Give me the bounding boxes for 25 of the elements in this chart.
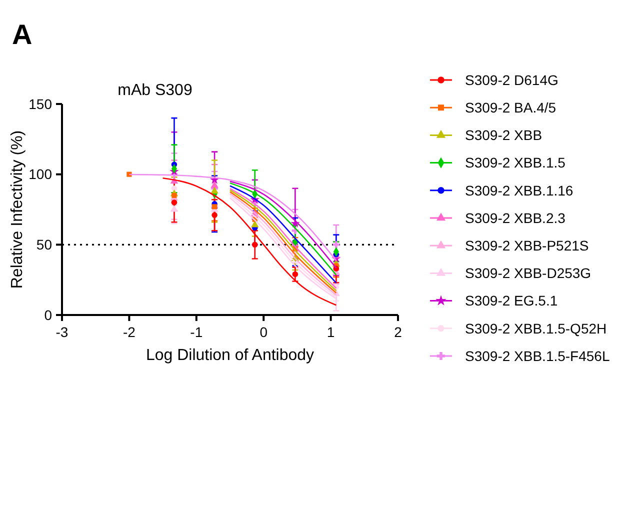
y-tick-label: 100	[28, 166, 52, 182]
y-tick-label: 50	[36, 236, 52, 253]
x-tick-label: -1	[190, 324, 203, 340]
x-tick-label: 1	[326, 324, 335, 340]
legend-label: S309-2 BA.4/5	[465, 100, 556, 116]
x-tick-label: 0	[260, 324, 268, 340]
x-tick-label: -3	[56, 324, 68, 340]
y-tick-label: 0	[44, 306, 52, 323]
legend-label: S309-2 XBB-D253G	[465, 265, 592, 282]
text: A	[12, 19, 32, 50]
x-tick-label: -2	[122, 324, 136, 340]
legend-label: S309-2 D614G	[465, 72, 558, 88]
legend-label: S309-2 XBB	[465, 127, 542, 144]
legend-label: S309-2 XBB.1.5-F456L	[465, 348, 610, 364]
x-axis-title: Log Dilution of Antibody	[146, 347, 314, 364]
chart-title: mAb S309	[118, 82, 192, 99]
y-tick-label: 150	[28, 96, 52, 112]
legend-label: S309-2 XBB.1.5	[465, 154, 566, 171]
x-tick-label: 2	[394, 324, 402, 340]
legend-label: S309-2 EG.5.1	[465, 292, 558, 309]
y-axis-title: Relative Infectivity (%)	[9, 130, 26, 289]
legend-label: S309-2 XBB.2.3	[465, 210, 566, 226]
legend-label: S309-2 XBB-P521S	[465, 238, 589, 254]
legend-label: S309-2 XBB.1.5-Q52H	[465, 320, 607, 336]
legend-label: S309-2 XBB.1.16	[465, 182, 574, 198]
